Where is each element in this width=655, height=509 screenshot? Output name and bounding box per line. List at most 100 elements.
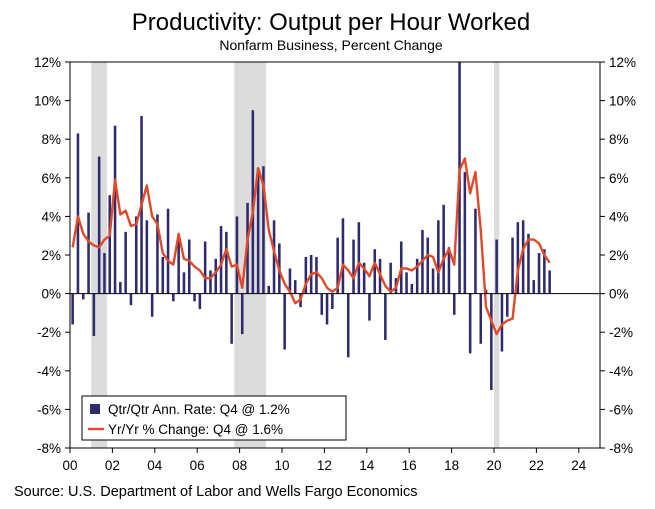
x-tick-label: 12	[317, 458, 332, 473]
qtr-bar	[495, 239, 498, 294]
x-tick-label: 18	[444, 458, 459, 473]
legend-bar-swatch	[90, 404, 100, 414]
chart-title: Productivity: Output per Hour Worked	[132, 9, 530, 36]
y-tick-label-right: -6%	[609, 402, 633, 417]
y-tick-label-left: -4%	[37, 364, 61, 379]
qtr-bar	[225, 231, 228, 294]
y-tick-label-left: -8%	[37, 441, 61, 456]
qtr-bar	[187, 239, 191, 294]
qtr-bar	[452, 293, 456, 315]
y-tick-label-right: 2%	[609, 248, 629, 263]
qtr-bar	[293, 280, 297, 294]
y-tick-label-left: -6%	[37, 402, 61, 417]
qtr-bar	[219, 226, 223, 294]
x-tick-label: 10	[274, 458, 289, 473]
qtr-bar	[166, 208, 170, 294]
qtr-bar	[150, 293, 154, 317]
x-tick-label: 14	[359, 458, 375, 473]
y-tick-label-left: 4%	[41, 209, 61, 224]
qtr-bar	[468, 293, 472, 354]
qtr-bar	[108, 195, 112, 294]
qtr-bar	[431, 268, 435, 294]
qtr-bar	[410, 283, 414, 294]
qtr-bar	[426, 237, 430, 294]
qtr-bar	[256, 168, 260, 294]
legend-label-bars: Qtr/Qtr Ann. Rate: Q4 @ 1.2%	[108, 402, 290, 417]
qtr-bar	[463, 172, 467, 294]
y-tick-label-left: 12%	[34, 55, 61, 70]
qtr-bar	[532, 280, 536, 294]
qtr-bar	[97, 156, 101, 294]
y-tick-label-left: 8%	[41, 132, 61, 147]
y-tick-label-right: 10%	[609, 94, 636, 109]
qtr-bar	[272, 220, 276, 294]
qtr-bar	[490, 293, 493, 391]
qtr-bar	[341, 218, 345, 294]
qtr-bar	[543, 249, 546, 294]
legend-box	[81, 395, 347, 441]
qtr-bar	[373, 249, 377, 294]
qtr-bar	[357, 222, 361, 294]
qtr-bar	[325, 293, 329, 325]
x-tick-label: 08	[232, 458, 247, 473]
qtr-bar	[240, 293, 244, 335]
yoy-line	[71, 157, 551, 336]
chart-subtitle: Nonfarm Business, Percent Change	[219, 37, 443, 53]
qtr-bar	[505, 293, 509, 317]
bar-series	[71, 62, 551, 391]
qtr-bar	[521, 220, 525, 294]
qtr-bar	[516, 222, 520, 294]
qtr-bar	[362, 262, 366, 294]
qtr-bar	[230, 293, 233, 344]
qtr-bar	[474, 208, 477, 294]
qtr-bar	[203, 241, 207, 294]
x-tick-label: 04	[147, 458, 163, 473]
y-tick-label-left: 0%	[41, 287, 61, 302]
y-tick-label-right: 0%	[609, 287, 629, 302]
qtr-bar	[537, 253, 541, 294]
qtr-bar	[437, 220, 440, 294]
axes: 12% 12% 10% 10% 8% 8% 6% 6% 4% 4% 2% 2% 0% 0% -2% -2% -4…	[34, 55, 636, 473]
qtr-bar	[447, 247, 451, 294]
qtr-bar	[336, 237, 339, 294]
y-tick-label-left: 2%	[41, 248, 61, 263]
qtr-bar	[71, 293, 74, 325]
x-tick-label: 20	[486, 458, 501, 473]
qtr-bar	[119, 282, 122, 294]
qtr-bar	[288, 268, 292, 294]
qtr-bar	[267, 285, 271, 294]
qtr-bar	[320, 293, 324, 315]
y-tick-label-right: 12%	[609, 55, 636, 70]
qtr-bar	[251, 110, 255, 294]
qtr-bar	[87, 212, 90, 294]
qtr-bar	[209, 270, 212, 294]
qtr-bar	[384, 293, 387, 340]
qtr-bar	[129, 293, 133, 306]
qtr-bar	[511, 237, 514, 294]
qtr-bar	[177, 239, 180, 294]
qtr-bar	[81, 293, 85, 300]
source-note: Source: U.S. Department of Labor and Wel…	[14, 484, 418, 500]
recession-band	[234, 62, 267, 448]
legend: Qtr/Qtr Ann. Rate: Q4 @ 1.2% Yr/Yr % Chan…	[81, 395, 347, 441]
qtr-bar	[262, 166, 265, 294]
qtr-bar	[315, 256, 318, 294]
x-tick-label: 00	[62, 458, 77, 473]
y-tick-label-right: -2%	[609, 325, 633, 340]
y-tick-label-right: -8%	[609, 441, 633, 456]
qtr-bar	[479, 293, 483, 344]
qtr-bar	[389, 262, 392, 294]
qtr-bar	[235, 216, 239, 294]
qtr-bar	[156, 214, 159, 294]
x-tick-label: 16	[402, 458, 417, 473]
y-tick-label-right: 4%	[609, 209, 629, 224]
qtr-bar	[304, 256, 308, 294]
qtr-bar	[331, 293, 334, 310]
qtr-bar	[198, 293, 202, 310]
qtr-bar	[283, 293, 286, 350]
qtr-bar	[172, 293, 175, 302]
qtr-bar	[368, 293, 371, 321]
qtr-bar	[193, 293, 196, 302]
y-tick-label-right: 6%	[609, 171, 629, 186]
